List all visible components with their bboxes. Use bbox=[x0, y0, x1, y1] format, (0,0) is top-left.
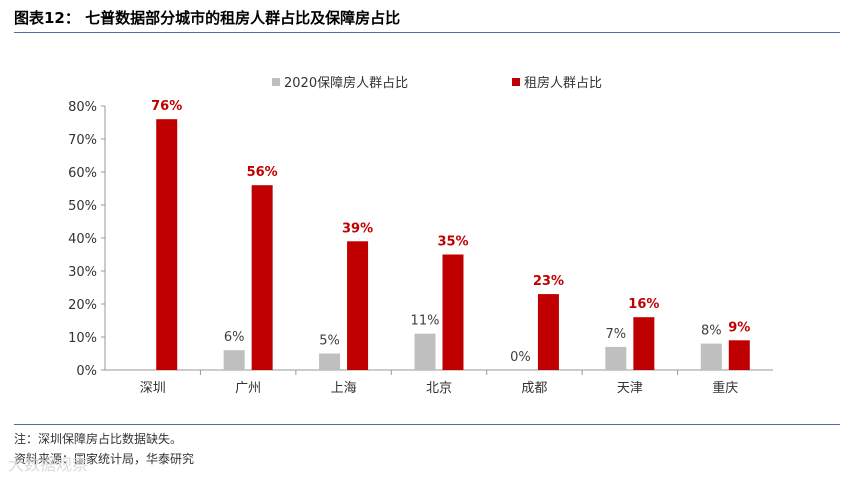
bar-renters bbox=[251, 185, 273, 370]
y-tick-label: 10% bbox=[68, 331, 97, 346]
legend-label: 租房人群占比 bbox=[524, 75, 602, 91]
watermark-text: 大数据观察 bbox=[8, 455, 89, 474]
data-label: 23% bbox=[533, 274, 564, 289]
x-tick-label: 北京 bbox=[426, 381, 452, 396]
bar-affordable-housing bbox=[700, 343, 722, 370]
bar-affordable-housing bbox=[414, 333, 436, 370]
bar-affordable-housing bbox=[223, 350, 245, 370]
chart-area: 0% 10% 20% 30% 40% 50% 60% 70% 80% 深圳 76% 广州 6% 56% 上海… bbox=[68, 75, 773, 396]
data-label: 7% bbox=[606, 327, 627, 342]
chart-note: 注：深圳保障房占比数据缺失。 bbox=[14, 432, 183, 446]
x-tick-label: 上海 bbox=[331, 381, 357, 396]
data-label: 5% bbox=[319, 334, 340, 349]
y-tick-label: 20% bbox=[68, 298, 97, 313]
data-label: 8% bbox=[701, 324, 722, 339]
bar-renters bbox=[728, 340, 750, 370]
legend-label: 2020保障房人群占比 bbox=[284, 75, 408, 91]
legend-swatch-renters bbox=[512, 78, 520, 86]
data-label: 9% bbox=[728, 320, 750, 335]
x-tick-label: 天津 bbox=[617, 381, 643, 396]
y-tick-label: 30% bbox=[68, 265, 97, 280]
data-label: 35% bbox=[437, 235, 468, 250]
bar-renters bbox=[537, 294, 559, 370]
chart-source: 资料来源：国家统计局，华泰研究 bbox=[14, 452, 195, 466]
x-tick-label: 成都 bbox=[521, 381, 547, 396]
data-label: 16% bbox=[628, 297, 659, 312]
y-tick-label: 50% bbox=[68, 199, 97, 214]
bar-affordable-housing bbox=[605, 346, 627, 370]
data-label: 6% bbox=[224, 330, 245, 345]
x-tick-label: 广州 bbox=[235, 381, 261, 396]
data-label: 11% bbox=[411, 314, 440, 329]
page-title: 图表12： 七普数据部分城市的租房人群占比及保障房占比 bbox=[14, 9, 401, 27]
data-label: 56% bbox=[247, 165, 278, 180]
data-label: 0% bbox=[510, 350, 531, 365]
y-tick-label: 80% bbox=[68, 100, 97, 115]
data-label: 76% bbox=[151, 99, 182, 114]
x-tick-label: 重庆 bbox=[712, 380, 738, 396]
y-tick-label: 0% bbox=[76, 364, 97, 379]
legend-swatch-affordable-housing bbox=[272, 78, 280, 86]
bar-renters bbox=[347, 241, 369, 370]
x-tick-label: 深圳 bbox=[140, 381, 166, 396]
y-tick-label: 40% bbox=[68, 232, 97, 247]
bar-renters bbox=[442, 254, 464, 370]
bar-affordable-housing bbox=[319, 353, 341, 370]
bar-renters bbox=[156, 119, 178, 370]
y-tick-label: 70% bbox=[68, 133, 97, 148]
title-divider bbox=[14, 32, 840, 33]
bar-renters bbox=[633, 317, 655, 370]
footer-divider bbox=[14, 424, 840, 425]
y-tick-label: 60% bbox=[68, 166, 97, 181]
data-label: 39% bbox=[342, 221, 373, 236]
